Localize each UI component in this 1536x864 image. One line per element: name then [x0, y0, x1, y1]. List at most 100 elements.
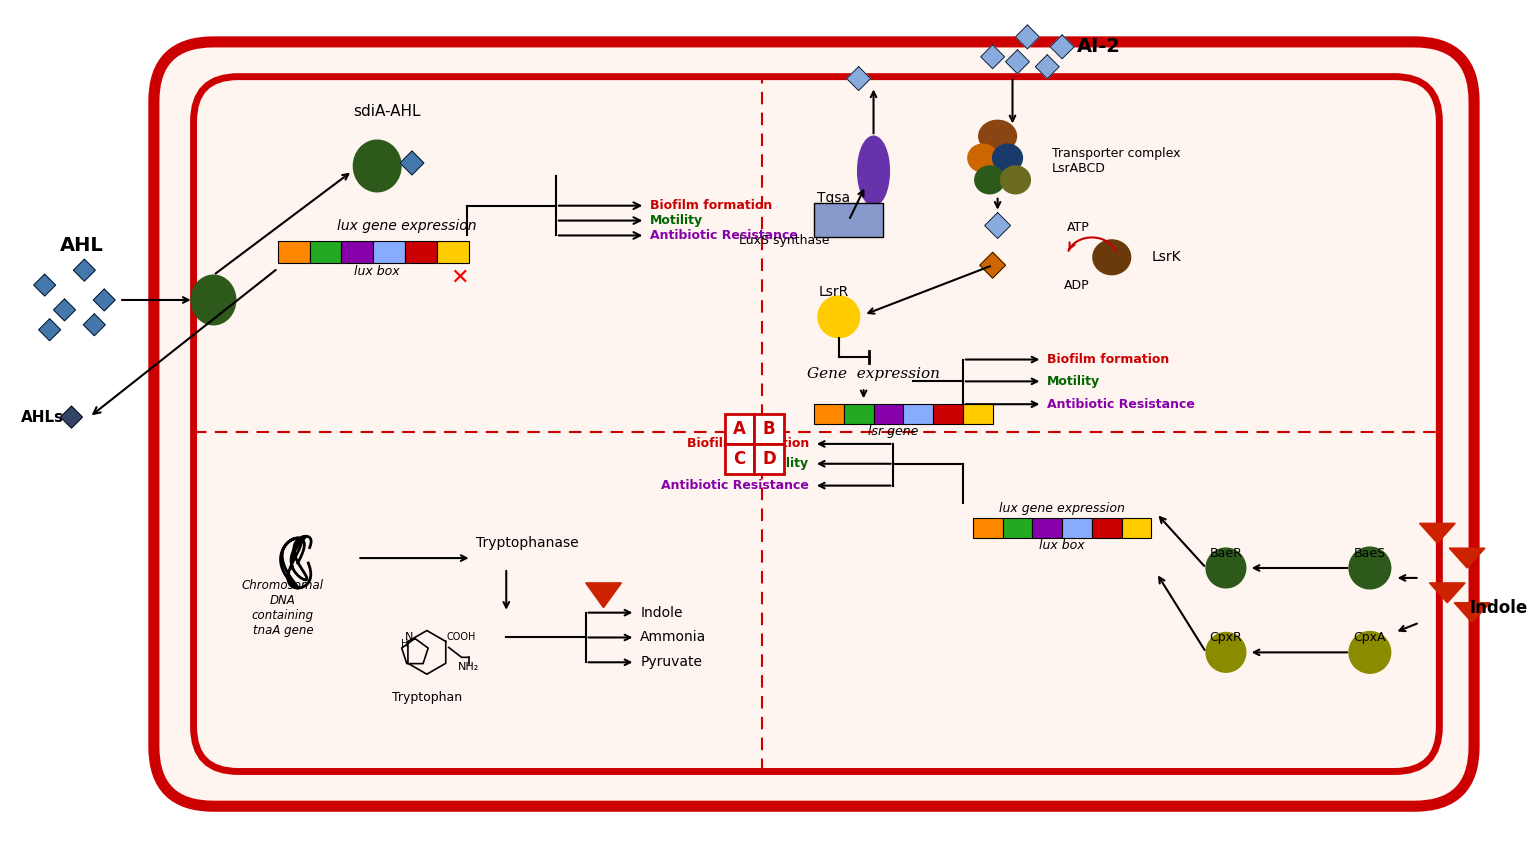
Ellipse shape — [1206, 548, 1246, 588]
FancyBboxPatch shape — [154, 41, 1475, 806]
Ellipse shape — [968, 144, 997, 172]
Polygon shape — [94, 289, 115, 311]
Ellipse shape — [857, 137, 889, 206]
Text: lux gene expression: lux gene expression — [1000, 502, 1124, 515]
FancyBboxPatch shape — [1121, 518, 1152, 538]
FancyBboxPatch shape — [963, 404, 992, 424]
Polygon shape — [1015, 25, 1040, 49]
FancyBboxPatch shape — [1003, 518, 1032, 538]
Text: BaeR: BaeR — [1209, 547, 1243, 560]
Ellipse shape — [1349, 632, 1390, 673]
FancyBboxPatch shape — [874, 404, 903, 424]
Polygon shape — [1419, 524, 1455, 543]
Text: A: A — [733, 420, 746, 438]
FancyBboxPatch shape — [903, 404, 932, 424]
Polygon shape — [38, 319, 60, 340]
Text: Antibiotic Resistance: Antibiotic Resistance — [650, 229, 799, 242]
Text: lsr gene: lsr gene — [868, 425, 919, 439]
Text: ✕: ✕ — [450, 267, 468, 287]
Text: C: C — [733, 450, 745, 467]
Text: Chromosomal
DNA
containing
tnaA gene: Chromosomal DNA containing tnaA gene — [241, 579, 324, 637]
FancyBboxPatch shape — [310, 241, 341, 264]
Text: AHLs: AHLs — [22, 410, 65, 424]
Text: LuxS synthase: LuxS synthase — [739, 234, 829, 247]
Text: NH₂: NH₂ — [458, 663, 479, 672]
Text: AHL: AHL — [60, 236, 103, 255]
FancyBboxPatch shape — [1092, 518, 1121, 538]
Ellipse shape — [190, 275, 235, 325]
Text: ADP: ADP — [1064, 278, 1089, 291]
Text: lux gene expression: lux gene expression — [338, 219, 476, 232]
Text: Indole: Indole — [1468, 599, 1527, 617]
FancyBboxPatch shape — [814, 203, 883, 238]
Text: H: H — [401, 639, 409, 650]
Text: D: D — [762, 450, 776, 467]
FancyBboxPatch shape — [373, 241, 406, 264]
Text: Biofilm formation: Biofilm formation — [650, 200, 773, 213]
Polygon shape — [1450, 548, 1485, 568]
Text: B: B — [763, 420, 776, 438]
FancyBboxPatch shape — [932, 404, 963, 424]
FancyBboxPatch shape — [406, 241, 436, 264]
Polygon shape — [399, 151, 424, 175]
Text: LsrR: LsrR — [819, 285, 849, 299]
Text: Biofilm formation: Biofilm formation — [1048, 353, 1169, 366]
Ellipse shape — [1349, 547, 1390, 589]
Text: Transporter complex
LsrABCD: Transporter complex LsrABCD — [1052, 147, 1181, 175]
Text: BaeS: BaeS — [1353, 547, 1385, 560]
Text: Pyruvate: Pyruvate — [641, 655, 702, 670]
Text: COOH: COOH — [447, 632, 476, 643]
Polygon shape — [585, 583, 622, 607]
Text: Motility: Motility — [756, 457, 809, 470]
Polygon shape — [1430, 583, 1465, 603]
Text: Indole: Indole — [641, 606, 684, 619]
FancyBboxPatch shape — [972, 518, 1003, 538]
Ellipse shape — [1094, 240, 1130, 275]
Polygon shape — [60, 406, 83, 428]
FancyBboxPatch shape — [278, 241, 310, 264]
FancyBboxPatch shape — [436, 241, 468, 264]
FancyBboxPatch shape — [843, 404, 874, 424]
Polygon shape — [74, 259, 95, 281]
Polygon shape — [980, 252, 1006, 278]
Ellipse shape — [819, 296, 860, 338]
Text: CpxA: CpxA — [1353, 631, 1385, 644]
Text: Ammonia: Ammonia — [641, 631, 707, 645]
FancyBboxPatch shape — [754, 414, 785, 444]
Text: lux box: lux box — [1040, 538, 1084, 551]
Text: Motility: Motility — [650, 214, 703, 227]
Polygon shape — [54, 299, 75, 321]
FancyBboxPatch shape — [725, 444, 754, 473]
Text: lux box: lux box — [355, 264, 399, 277]
Text: Biofilm formation: Biofilm formation — [687, 437, 809, 450]
Ellipse shape — [1000, 166, 1031, 194]
FancyBboxPatch shape — [194, 77, 1439, 772]
Polygon shape — [1006, 50, 1029, 73]
Text: Tryptophan: Tryptophan — [392, 690, 462, 703]
FancyBboxPatch shape — [754, 444, 785, 473]
Ellipse shape — [1206, 632, 1246, 672]
Polygon shape — [1051, 35, 1074, 59]
Polygon shape — [1455, 603, 1490, 623]
Ellipse shape — [975, 166, 1005, 194]
FancyBboxPatch shape — [1032, 518, 1061, 538]
Text: Gene  expression: Gene expression — [806, 367, 940, 381]
Ellipse shape — [992, 144, 1023, 172]
Polygon shape — [83, 314, 106, 336]
Polygon shape — [34, 274, 55, 296]
FancyBboxPatch shape — [1061, 518, 1092, 538]
Polygon shape — [982, 45, 1005, 69]
FancyBboxPatch shape — [341, 241, 373, 264]
FancyBboxPatch shape — [814, 404, 843, 424]
Text: Tqsa: Tqsa — [817, 191, 851, 205]
Text: sdiA-AHL: sdiA-AHL — [353, 104, 421, 119]
Text: CpxR: CpxR — [1209, 631, 1243, 644]
Polygon shape — [985, 213, 1011, 238]
Text: Tryptophanase: Tryptophanase — [476, 537, 579, 550]
Polygon shape — [1035, 54, 1060, 79]
Text: Antibiotic Resistance: Antibiotic Resistance — [1048, 397, 1195, 410]
Ellipse shape — [353, 140, 401, 192]
Text: AI-2: AI-2 — [1077, 37, 1121, 56]
Text: Motility: Motility — [1048, 375, 1100, 388]
FancyBboxPatch shape — [725, 414, 754, 444]
